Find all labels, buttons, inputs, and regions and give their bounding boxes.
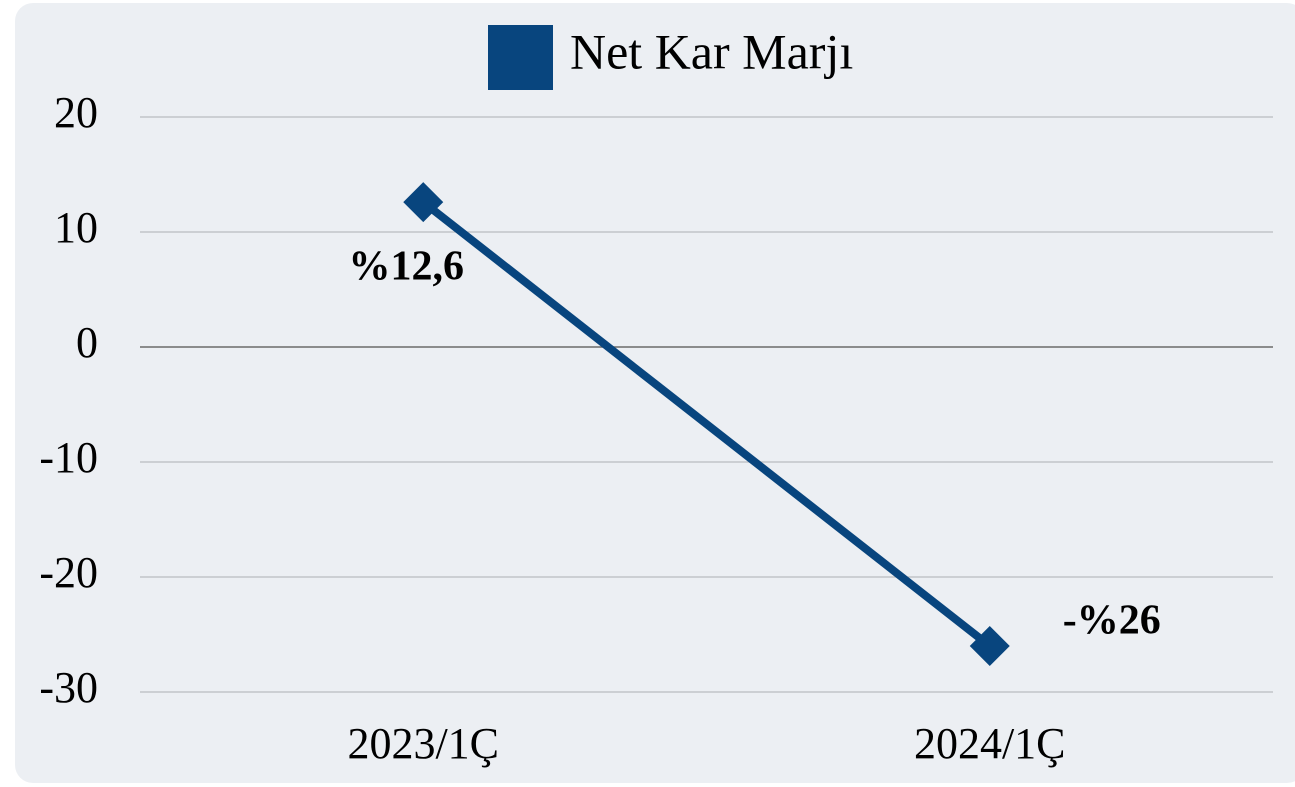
point-marker	[403, 182, 444, 223]
y-tick-label: -30	[39, 663, 98, 712]
legend-label: Net Kar Marjı	[570, 23, 853, 79]
y-tick-label: 0	[76, 318, 98, 367]
y-tick-label: -20	[39, 548, 98, 597]
data-label: %12,6	[349, 244, 465, 290]
y-tick-label: -10	[39, 433, 98, 482]
data-label: -%26	[1063, 598, 1161, 644]
y-tick-label: 20	[54, 88, 98, 137]
point-marker	[969, 626, 1010, 666]
y-tick-label: 10	[54, 203, 98, 252]
x-tick-label: 2023/1Ç	[347, 719, 499, 768]
x-tick-label: 2024/1Ç	[914, 719, 1066, 768]
legend-swatch	[488, 25, 553, 90]
line	[420, 198, 993, 650]
chart-background	[15, 3, 1295, 783]
